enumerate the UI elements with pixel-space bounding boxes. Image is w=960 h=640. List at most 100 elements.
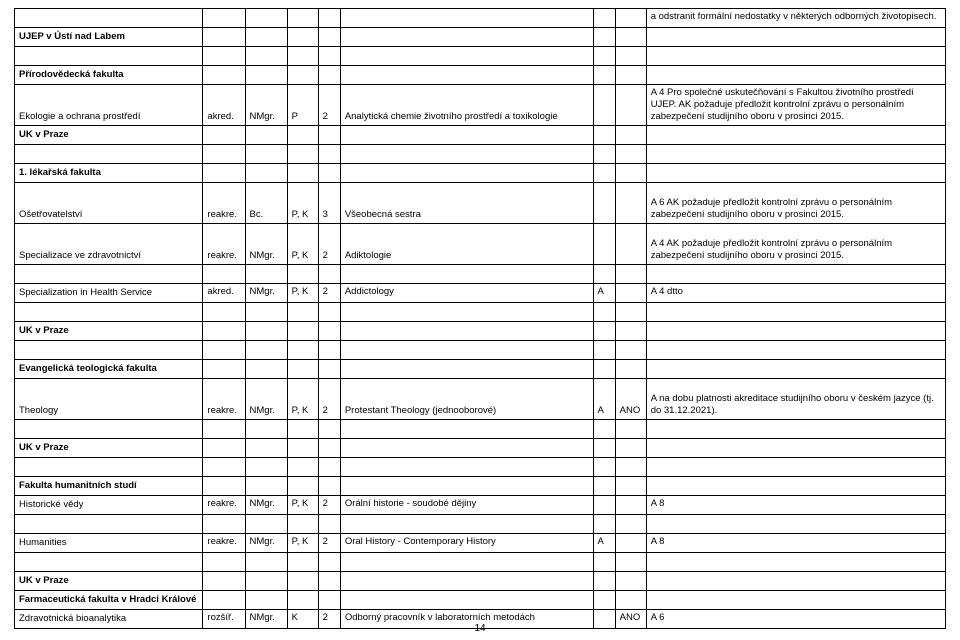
- cell-c1: [203, 477, 245, 496]
- cell-c5: Oral History - Contemporary History: [340, 534, 593, 553]
- cell-c4: 2: [318, 224, 340, 265]
- cell-c5: [340, 126, 593, 145]
- cell-c7: [615, 572, 646, 591]
- cell-c4: [318, 572, 340, 591]
- cell-c1: reakre.: [203, 379, 245, 420]
- cell-c4: [318, 303, 340, 322]
- cell-c3: [287, 515, 318, 534]
- cell-c0: Historické vědy: [15, 496, 203, 515]
- cell-c4: 2: [318, 379, 340, 420]
- table-row: Specialization in Health Serviceakred.NM…: [15, 284, 946, 303]
- cell-c4: [318, 145, 340, 164]
- cell-c4: [318, 28, 340, 47]
- cell-c6: [593, 145, 615, 164]
- table-row: [15, 47, 946, 66]
- cell-c8: [646, 145, 945, 164]
- cell-c7: [615, 66, 646, 85]
- cell-c6: [593, 341, 615, 360]
- cell-c1: akred.: [203, 85, 245, 126]
- cell-c5: Protestant Theology (jednooborové): [340, 379, 593, 420]
- cell-c8: A 4 Pro společné uskutečňování s Fakulto…: [646, 85, 945, 126]
- cell-c8: [646, 477, 945, 496]
- cell-c3: P, K: [287, 224, 318, 265]
- table-row: Ošetřovatelstvíreakre.Bc.P, K3Všeobecná …: [15, 183, 946, 224]
- cell-c1: [203, 553, 245, 572]
- table-row: Humanitiesreakre.NMgr.P, K2Oral History …: [15, 534, 946, 553]
- cell-c2: [245, 66, 287, 85]
- cell-c7: [615, 85, 646, 126]
- cell-c8: [646, 28, 945, 47]
- cell-c2: [245, 126, 287, 145]
- cell-c3: [287, 126, 318, 145]
- cell-c6: [593, 66, 615, 85]
- cell-c0: Přírodovědecká fakulta: [15, 66, 203, 85]
- cell-c2: [245, 360, 287, 379]
- cell-c0: [15, 47, 203, 66]
- cell-c1: [203, 572, 245, 591]
- cell-c5: [340, 28, 593, 47]
- cell-c5: [340, 515, 593, 534]
- cell-c4: [318, 164, 340, 183]
- cell-c7: [615, 553, 646, 572]
- table-row: UJEP v Ústí nad Labem: [15, 28, 946, 47]
- table-row: Fakulta humanitních studí: [15, 477, 946, 496]
- cell-c6: [593, 553, 615, 572]
- cell-c3: [287, 477, 318, 496]
- table-row: [15, 553, 946, 572]
- cell-c6: [593, 303, 615, 322]
- cell-c5: Addictology: [340, 284, 593, 303]
- cell-c4: [318, 265, 340, 284]
- cell-c0: [15, 553, 203, 572]
- cell-c2: [245, 341, 287, 360]
- cell-c1: [203, 145, 245, 164]
- cell-c2: [245, 145, 287, 164]
- cell-c2: [245, 164, 287, 183]
- table-row: Evangelická teologická fakulta: [15, 360, 946, 379]
- cell-c5: Všeobecná sestra: [340, 183, 593, 224]
- cell-c1: [203, 28, 245, 47]
- table-row: UK v Praze: [15, 572, 946, 591]
- table-row: 1. lékařská fakulta: [15, 164, 946, 183]
- cell-c7: [615, 496, 646, 515]
- cell-c8: [646, 303, 945, 322]
- table-row: Specializace ve zdravotnictvíreakre.NMgr…: [15, 224, 946, 265]
- cell-c2: NMgr.: [245, 496, 287, 515]
- cell-c6: [593, 9, 615, 28]
- cell-c3: P, K: [287, 183, 318, 224]
- cell-c2: NMgr.: [245, 284, 287, 303]
- cell-c2: [245, 47, 287, 66]
- cell-c1: [203, 591, 245, 610]
- cell-c8: [646, 458, 945, 477]
- cell-c5: [340, 439, 593, 458]
- cell-c6: A: [593, 379, 615, 420]
- cell-c6: [593, 28, 615, 47]
- cell-c3: [287, 47, 318, 66]
- cell-c5: [340, 420, 593, 439]
- cell-c7: [615, 47, 646, 66]
- cell-c8: [646, 126, 945, 145]
- cell-c7: [615, 477, 646, 496]
- cell-c4: [318, 515, 340, 534]
- table-row: Přírodovědecká fakulta: [15, 66, 946, 85]
- cell-c0: [15, 265, 203, 284]
- cell-c3: [287, 341, 318, 360]
- cell-c2: NMgr.: [245, 224, 287, 265]
- table-row: Theologyreakre.NMgr.P, K2Protestant Theo…: [15, 379, 946, 420]
- cell-c7: [615, 360, 646, 379]
- cell-c0: [15, 303, 203, 322]
- cell-c1: akred.: [203, 284, 245, 303]
- cell-c8: [646, 439, 945, 458]
- cell-c8: A 4 dtto: [646, 284, 945, 303]
- cell-c4: [318, 420, 340, 439]
- cell-c3: [287, 591, 318, 610]
- cell-c6: [593, 265, 615, 284]
- cell-c2: [245, 303, 287, 322]
- cell-c0: Ekologie a ochrana prostředí: [15, 85, 203, 126]
- cell-c1: [203, 9, 245, 28]
- table-row: [15, 420, 946, 439]
- cell-c3: P, K: [287, 379, 318, 420]
- cell-c4: [318, 553, 340, 572]
- cell-c5: [340, 553, 593, 572]
- table-row: Ekologie a ochrana prostředíakred.NMgr.P…: [15, 85, 946, 126]
- cell-c0: UJEP v Ústí nad Labem: [15, 28, 203, 47]
